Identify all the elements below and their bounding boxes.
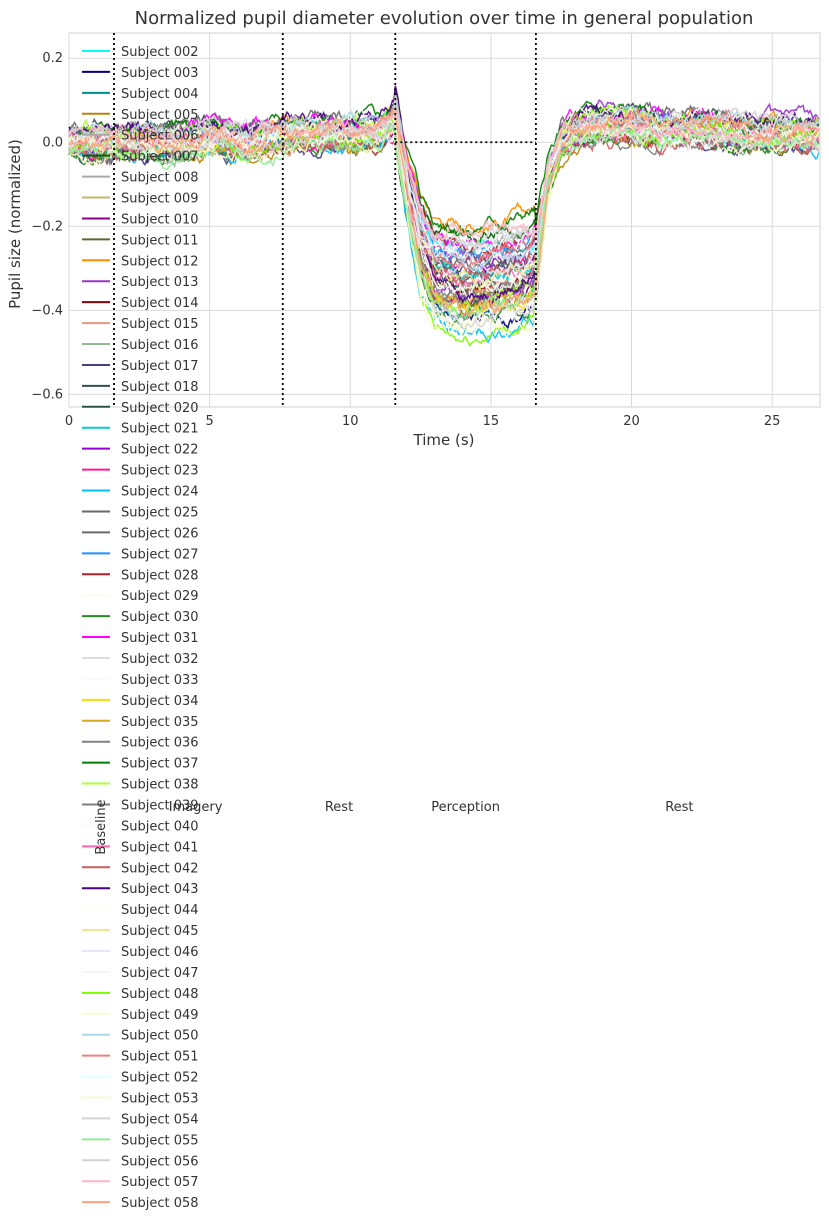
legend-entry: Subject 015 — [121, 317, 199, 332]
chart-title: Normalized pupil diameter evolution over… — [135, 8, 754, 29]
legend-entry: Subject 012 — [121, 254, 199, 269]
legend-entry: Subject 035 — [121, 715, 199, 730]
x-tick-label: 20 — [623, 414, 640, 429]
series-line — [68, 106, 819, 318]
legend: Subject 002 Subject 003 Subject 004 Subject… — [82, 45, 199, 1211]
legend-entry: Subject 022 — [121, 443, 199, 458]
phase-label: Rest — [665, 800, 693, 815]
legend-entry: Subject 033 — [121, 673, 199, 688]
legend-entry: Subject 041 — [121, 840, 199, 855]
legend-entry: Subject 016 — [121, 338, 199, 353]
legend-entry: Subject 054 — [121, 1112, 199, 1127]
y-tick-label: −0.4 — [31, 303, 63, 318]
legend-entry: Subject 014 — [121, 296, 199, 311]
series-line — [69, 110, 820, 243]
legend-entry: Subject 005 — [121, 108, 199, 123]
legend-entry: Subject 013 — [121, 275, 199, 290]
series-line — [68, 118, 820, 255]
axis-ticks: 0 5 10 15 20 25 0.2 0.0 −0.2 −0.4 −0.6 — [31, 51, 780, 429]
legend-entry: Subject 042 — [121, 861, 199, 876]
legend-entry: Subject 057 — [121, 1175, 199, 1190]
phase-label: Rest — [325, 800, 353, 815]
legend-entry: Subject 032 — [121, 652, 199, 667]
legend-entry: Subject 055 — [121, 1133, 199, 1148]
legend-entry: Subject 045 — [121, 924, 199, 939]
x-tick-label: 25 — [764, 414, 781, 429]
series-line — [68, 102, 819, 293]
legend-entry: Subject 058 — [121, 1196, 199, 1211]
legend-entry: Subject 034 — [121, 694, 199, 709]
legend-entry: Subject 038 — [121, 778, 199, 793]
legend-entry: Subject 047 — [121, 966, 199, 981]
legend-entry: Subject 043 — [121, 882, 199, 897]
plot-frame — [68, 32, 821, 408]
legend-entry: Subject 026 — [121, 526, 199, 541]
legend-entry: Subject 018 — [121, 380, 199, 395]
legend-entry: Subject 007 — [121, 150, 199, 165]
legend-entry: Subject 009 — [121, 192, 199, 207]
legend-entry: Subject 023 — [121, 464, 199, 479]
legend-entry: Subject 025 — [121, 505, 199, 520]
legend-entry: Subject 003 — [121, 66, 199, 81]
series-line — [68, 92, 820, 271]
series-lines — [68, 85, 820, 348]
legend-entry: Subject 021 — [121, 422, 199, 437]
x-tick-label: 15 — [483, 414, 500, 429]
legend-entry: Subject 052 — [121, 1071, 199, 1086]
legend-entry: Subject 046 — [121, 945, 199, 960]
y-tick-label: 0.2 — [42, 51, 63, 66]
y-tick-label: 0.0 — [42, 135, 63, 150]
phase-labels: Baseline Imagery Rest Perception Rest — [94, 799, 694, 854]
legend-entry: Subject 031 — [121, 631, 199, 646]
legend-entry: Subject 036 — [121, 736, 199, 751]
legend-entry: Subject 040 — [121, 819, 199, 834]
legend-entry: Subject 029 — [121, 589, 199, 604]
legend-entry: Subject 039 — [121, 798, 199, 813]
y-tick-label: −0.2 — [31, 219, 63, 234]
legend-entry: Subject 006 — [121, 129, 199, 144]
legend-entry: Subject 044 — [121, 903, 199, 918]
legend-entry: Subject 053 — [121, 1092, 199, 1107]
legend-entry: Subject 030 — [121, 610, 199, 625]
y-tick-label: −0.6 — [31, 387, 63, 402]
x-tick-label: 0 — [65, 414, 73, 429]
legend-entry: Subject 049 — [121, 1008, 199, 1023]
legend-entry: Subject 008 — [121, 171, 199, 186]
legend-entry: Subject 037 — [121, 757, 199, 772]
legend-entry: Subject 051 — [121, 1050, 199, 1065]
phase-markers — [113, 33, 537, 407]
phase-label: Imagery — [169, 800, 223, 815]
legend-entry: Subject 017 — [121, 359, 199, 374]
y-axis-label: Pupil size (normalized) — [6, 139, 24, 309]
phase-label: Perception — [431, 800, 500, 815]
legend-entry: Subject 024 — [121, 485, 199, 500]
x-tick-label: 10 — [342, 414, 359, 429]
x-axis-label: Time (s) — [413, 431, 475, 449]
x-tick-label: 5 — [205, 414, 213, 429]
legend-entry: Subject 004 — [121, 87, 199, 102]
legend-entry: Subject 028 — [121, 568, 199, 583]
legend-entry: Subject 050 — [121, 1029, 199, 1044]
legend-entry: Subject 020 — [121, 401, 199, 416]
legend-entry: Subject 027 — [121, 547, 199, 562]
legend-entry: Subject 002 — [121, 45, 199, 60]
legend-entry: Subject 010 — [121, 212, 199, 227]
phase-label: Baseline — [94, 799, 109, 854]
legend-entry: Subject 048 — [121, 987, 199, 1002]
legend-entry: Subject 011 — [121, 233, 199, 248]
plot-area — [68, 32, 821, 408]
series-line — [68, 123, 819, 319]
legend-entry: Subject 056 — [121, 1154, 199, 1169]
